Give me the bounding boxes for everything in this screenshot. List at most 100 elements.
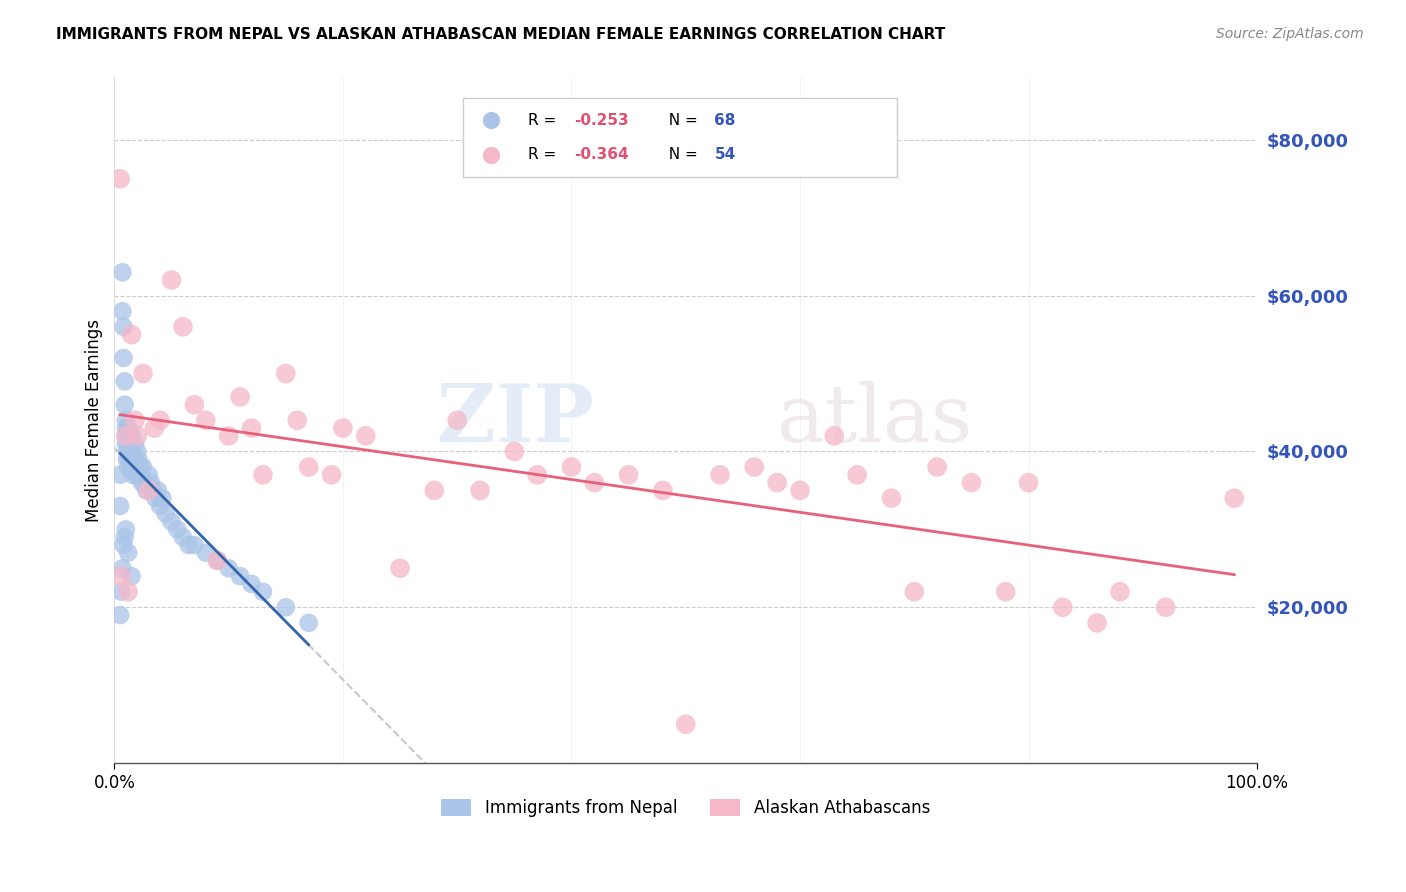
Text: IMMIGRANTS FROM NEPAL VS ALASKAN ATHABASCAN MEDIAN FEMALE EARNINGS CORRELATION C: IMMIGRANTS FROM NEPAL VS ALASKAN ATHABAS… xyxy=(56,27,945,42)
Point xyxy=(121,436,143,450)
Point xyxy=(127,444,149,458)
Point xyxy=(1154,600,1177,615)
Text: R =: R = xyxy=(529,147,561,162)
Point xyxy=(354,429,377,443)
Point xyxy=(1223,491,1246,506)
Point xyxy=(110,569,132,583)
FancyBboxPatch shape xyxy=(463,98,897,177)
Point xyxy=(108,171,131,186)
Point xyxy=(503,444,526,458)
Point xyxy=(207,553,229,567)
Point xyxy=(240,577,263,591)
Point xyxy=(127,460,149,475)
Point xyxy=(111,265,134,279)
Point xyxy=(709,467,731,482)
Text: 68: 68 xyxy=(714,112,735,128)
Point xyxy=(172,530,194,544)
Text: -0.253: -0.253 xyxy=(574,112,628,128)
Point xyxy=(481,756,503,771)
Point xyxy=(194,546,217,560)
Legend: Immigrants from Nepal, Alaskan Athabascans: Immigrants from Nepal, Alaskan Athabasca… xyxy=(434,792,936,823)
Point xyxy=(124,460,146,475)
Point xyxy=(145,491,167,506)
Point xyxy=(117,460,139,475)
Point xyxy=(124,413,146,427)
Point xyxy=(1018,475,1040,490)
Point xyxy=(117,436,139,450)
Text: atlas: atlas xyxy=(778,381,973,459)
Point xyxy=(115,421,138,435)
Text: ZIP: ZIP xyxy=(437,381,595,459)
Point xyxy=(143,421,166,435)
Point xyxy=(121,467,143,482)
Point xyxy=(134,475,156,490)
Point xyxy=(846,467,869,482)
Point xyxy=(423,483,446,498)
Point xyxy=(111,304,134,318)
Point xyxy=(298,460,321,475)
Point xyxy=(298,615,321,630)
Point xyxy=(128,467,150,482)
Point xyxy=(675,717,697,731)
Point xyxy=(332,421,354,435)
Point xyxy=(121,327,143,342)
Point xyxy=(132,460,155,475)
Point xyxy=(127,429,149,443)
Point xyxy=(229,390,252,404)
Point xyxy=(112,538,135,552)
Point xyxy=(880,491,903,506)
Point xyxy=(117,421,139,435)
Point xyxy=(118,452,141,467)
Point xyxy=(121,444,143,458)
Point xyxy=(115,413,138,427)
Point xyxy=(115,436,138,450)
Point xyxy=(183,398,205,412)
Point xyxy=(240,421,263,435)
Point xyxy=(152,491,174,506)
Point xyxy=(823,429,845,443)
Point xyxy=(960,475,983,490)
Point xyxy=(131,475,153,490)
Point xyxy=(121,429,143,443)
Text: Source: ZipAtlas.com: Source: ZipAtlas.com xyxy=(1216,27,1364,41)
Point xyxy=(172,319,194,334)
Point xyxy=(120,436,142,450)
Point xyxy=(142,483,165,498)
Point xyxy=(1085,615,1108,630)
Point xyxy=(117,546,139,560)
Text: 54: 54 xyxy=(714,147,735,162)
Point xyxy=(132,367,155,381)
Point xyxy=(139,475,162,490)
Point xyxy=(651,483,673,498)
Point xyxy=(112,351,135,365)
Point xyxy=(218,429,240,443)
Point xyxy=(138,483,160,498)
Point xyxy=(446,413,468,427)
Point xyxy=(115,444,138,458)
Point xyxy=(1052,600,1074,615)
Point xyxy=(321,467,343,482)
Point xyxy=(927,460,949,475)
Point xyxy=(121,460,143,475)
Point xyxy=(114,398,136,412)
Point xyxy=(183,538,205,552)
Text: N =: N = xyxy=(659,147,703,162)
Point xyxy=(138,467,160,482)
Point xyxy=(127,452,149,467)
Point xyxy=(903,584,925,599)
Point xyxy=(274,600,297,615)
Point xyxy=(120,444,142,458)
Point xyxy=(112,319,135,334)
Text: -0.364: -0.364 xyxy=(574,147,628,162)
Point xyxy=(129,460,152,475)
Point xyxy=(110,584,132,599)
Point xyxy=(766,475,789,490)
Point xyxy=(177,538,200,552)
Point xyxy=(252,467,274,482)
Point xyxy=(115,429,138,443)
Point xyxy=(468,483,491,498)
Point xyxy=(121,569,143,583)
Point xyxy=(122,452,145,467)
Point xyxy=(155,507,177,521)
Point xyxy=(274,367,297,381)
